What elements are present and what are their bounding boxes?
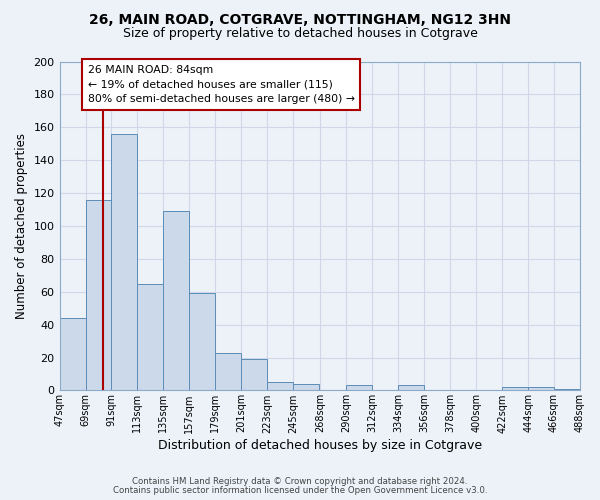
Bar bbox=[215, 352, 241, 391]
Text: Contains public sector information licensed under the Open Government Licence v3: Contains public sector information licen… bbox=[113, 486, 487, 495]
Bar bbox=[163, 211, 190, 390]
Bar bbox=[528, 387, 554, 390]
Text: 26 MAIN ROAD: 84sqm
← 19% of detached houses are smaller (115)
80% of semi-detac: 26 MAIN ROAD: 84sqm ← 19% of detached ho… bbox=[88, 65, 355, 104]
Bar bbox=[241, 359, 267, 390]
Y-axis label: Number of detached properties: Number of detached properties bbox=[15, 133, 28, 319]
Bar bbox=[112, 134, 137, 390]
Bar bbox=[502, 387, 528, 390]
Bar bbox=[190, 294, 215, 390]
Text: Size of property relative to detached houses in Cotgrave: Size of property relative to detached ho… bbox=[122, 28, 478, 40]
Text: 26, MAIN ROAD, COTGRAVE, NOTTINGHAM, NG12 3HN: 26, MAIN ROAD, COTGRAVE, NOTTINGHAM, NG1… bbox=[89, 12, 511, 26]
X-axis label: Distribution of detached houses by size in Cotgrave: Distribution of detached houses by size … bbox=[158, 440, 482, 452]
Bar bbox=[346, 386, 372, 390]
Bar bbox=[267, 382, 293, 390]
Bar bbox=[293, 384, 319, 390]
Bar bbox=[137, 284, 163, 391]
Bar bbox=[59, 318, 86, 390]
Bar bbox=[398, 386, 424, 390]
Bar bbox=[554, 389, 580, 390]
Bar bbox=[86, 200, 112, 390]
Text: Contains HM Land Registry data © Crown copyright and database right 2024.: Contains HM Land Registry data © Crown c… bbox=[132, 477, 468, 486]
